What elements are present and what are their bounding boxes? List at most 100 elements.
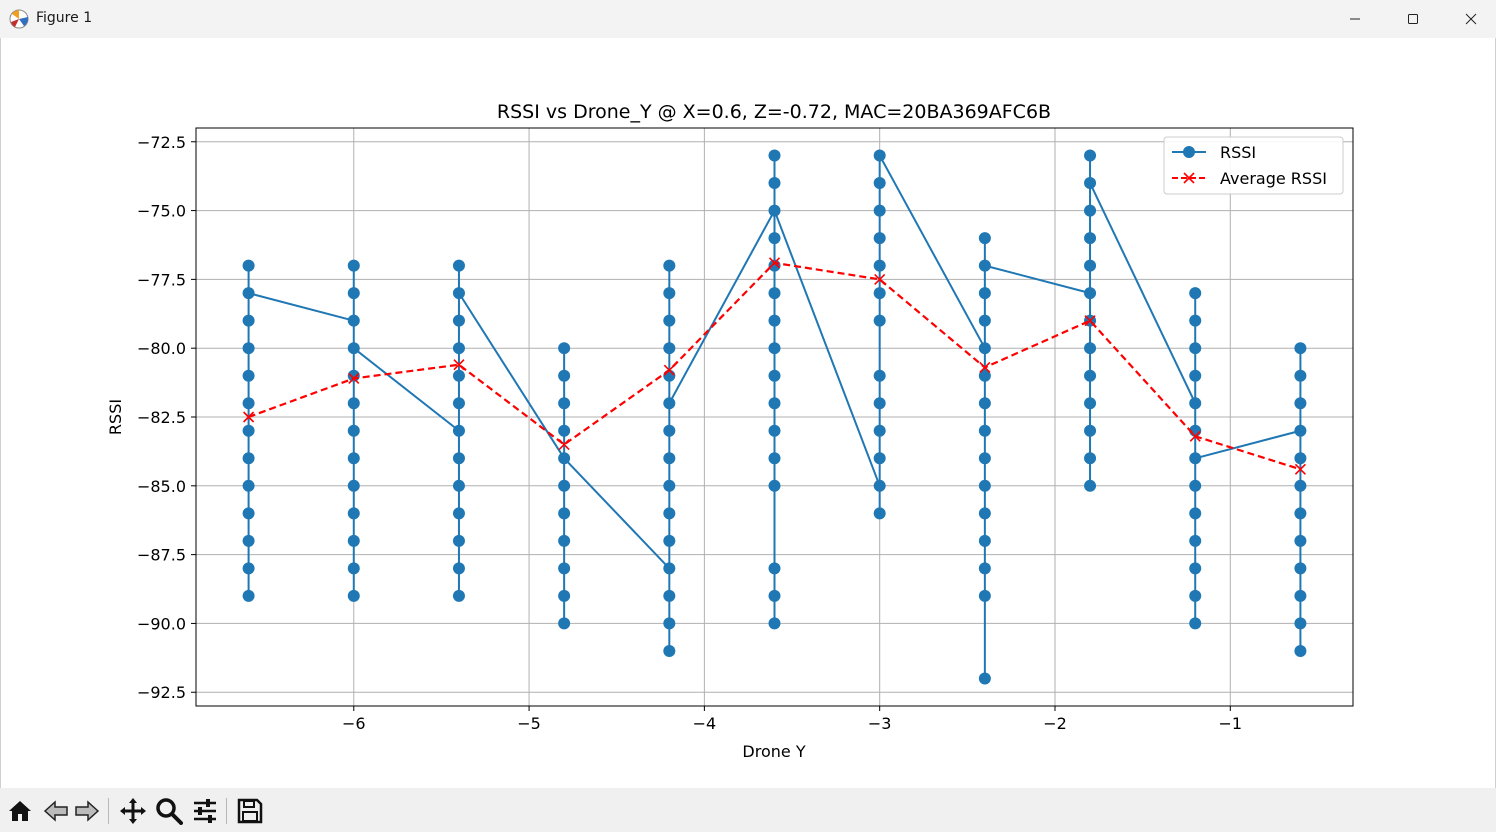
rssi-point bbox=[242, 287, 255, 300]
rssi-point bbox=[873, 452, 886, 465]
average-rssi-point bbox=[558, 438, 570, 451]
legend-rssi-marker bbox=[1183, 146, 1195, 158]
zoom-button[interactable] bbox=[154, 796, 184, 826]
navigation-toolbar bbox=[0, 788, 1496, 832]
rssi-line-segment bbox=[878, 155, 986, 349]
x-tick-label: −1 bbox=[1218, 714, 1242, 733]
rssi-point bbox=[347, 314, 360, 327]
rssi-point bbox=[347, 562, 360, 575]
rssi-point bbox=[663, 287, 676, 300]
back-button[interactable] bbox=[41, 796, 71, 826]
rssi-point bbox=[663, 562, 676, 575]
rssi-point bbox=[452, 452, 465, 465]
rssi-point bbox=[558, 424, 571, 437]
y-tick-label: −72.5 bbox=[137, 133, 186, 152]
y-tick-label: −87.5 bbox=[137, 546, 186, 565]
average-rssi-point bbox=[1189, 430, 1201, 442]
rssi-point bbox=[1189, 314, 1202, 327]
rssi-point bbox=[558, 534, 571, 547]
figure-canvas[interactable]: −6 −5 −4 −3 −2 −1 −72.5 −75.0 −77.5 −80.0 −82.5 −85… bbox=[0, 38, 1496, 788]
rssi-point bbox=[452, 259, 465, 272]
rssi-point bbox=[1189, 534, 1202, 547]
rssi-point bbox=[768, 369, 781, 382]
rssi-point bbox=[347, 507, 360, 520]
rssi-point bbox=[1294, 397, 1307, 410]
rssi-point bbox=[1189, 342, 1202, 355]
rssi-point bbox=[873, 397, 886, 410]
rssi-point bbox=[768, 204, 781, 217]
rssi-point bbox=[1294, 589, 1307, 602]
rssi-point bbox=[1189, 452, 1202, 465]
rssi-point bbox=[242, 369, 255, 382]
rssi-point bbox=[768, 589, 781, 602]
y-tick-label: −77.5 bbox=[137, 270, 186, 289]
pan-button[interactable] bbox=[118, 796, 148, 826]
rssi-point bbox=[347, 479, 360, 492]
rssi-point bbox=[978, 314, 991, 327]
rssi-point bbox=[1084, 204, 1097, 217]
rssi-point bbox=[978, 397, 991, 410]
forward-button[interactable] bbox=[72, 796, 102, 826]
minimize-button[interactable] bbox=[1326, 0, 1384, 38]
rssi-point bbox=[452, 562, 465, 575]
average-rssi-point bbox=[663, 364, 675, 376]
home-button[interactable] bbox=[5, 796, 35, 826]
average-rssi-point bbox=[979, 361, 991, 374]
rssi-point bbox=[1084, 287, 1097, 300]
legend-average-marker bbox=[1183, 172, 1195, 184]
rssi-point bbox=[873, 149, 886, 162]
chart: −6 −5 −4 −3 −2 −1 −72.5 −75.0 −77.5 −80.0 −82.5 −85… bbox=[106, 101, 1354, 761]
configure-subplots-button[interactable] bbox=[190, 796, 220, 826]
rssi-point bbox=[663, 397, 676, 410]
average-rssi-point bbox=[768, 257, 781, 269]
rssi-point bbox=[1084, 259, 1097, 272]
rssi-point bbox=[558, 562, 571, 575]
rssi-point bbox=[978, 672, 991, 685]
rssi-point bbox=[558, 617, 571, 630]
rssi-point bbox=[1189, 562, 1202, 575]
x-tick-label: −4 bbox=[693, 714, 717, 733]
rssi-point bbox=[768, 259, 781, 272]
rssi-point bbox=[347, 424, 360, 437]
forward-icon bbox=[75, 800, 100, 822]
y-tick-label: −80.0 bbox=[137, 339, 186, 358]
rssi-point bbox=[873, 314, 886, 327]
pan-icon bbox=[120, 798, 146, 824]
rssi-point bbox=[873, 507, 886, 520]
rssi-point bbox=[873, 424, 886, 437]
rssi-line-segment bbox=[458, 292, 565, 459]
rssi-line-segment bbox=[248, 292, 355, 322]
save-button[interactable] bbox=[235, 796, 265, 826]
rssi-point bbox=[873, 232, 886, 245]
close-button[interactable] bbox=[1442, 0, 1496, 38]
rssi-point bbox=[1294, 369, 1307, 382]
rssi-point bbox=[452, 397, 465, 410]
rssi-point bbox=[347, 452, 360, 465]
rssi-point bbox=[768, 287, 781, 300]
rssi-point bbox=[663, 259, 676, 272]
rssi-point bbox=[558, 342, 571, 355]
rssi-line-segment bbox=[563, 457, 671, 570]
rssi-point bbox=[663, 534, 676, 547]
maximize-button[interactable] bbox=[1384, 0, 1442, 38]
rssi-point bbox=[242, 507, 255, 520]
rssi-line-segment bbox=[773, 210, 881, 487]
rssi-point bbox=[242, 589, 255, 602]
rssi-point bbox=[242, 452, 255, 465]
configure-subplots-icon bbox=[194, 799, 216, 823]
legend-box bbox=[1163, 136, 1344, 195]
rssi-point bbox=[663, 644, 676, 657]
series-layer bbox=[242, 149, 1307, 685]
average-rssi-point bbox=[1294, 463, 1306, 475]
rssi-point bbox=[873, 287, 886, 300]
rssi-point bbox=[663, 452, 676, 465]
rssi-point bbox=[978, 479, 991, 492]
rssi-point bbox=[558, 589, 571, 602]
rssi-point bbox=[1294, 534, 1307, 547]
rssi-point bbox=[347, 534, 360, 547]
rssi-point bbox=[768, 479, 781, 492]
zoom-icon bbox=[156, 798, 183, 825]
rssi-point bbox=[1084, 424, 1097, 437]
rssi-point bbox=[1294, 562, 1307, 575]
average-rssi-point bbox=[453, 359, 465, 371]
